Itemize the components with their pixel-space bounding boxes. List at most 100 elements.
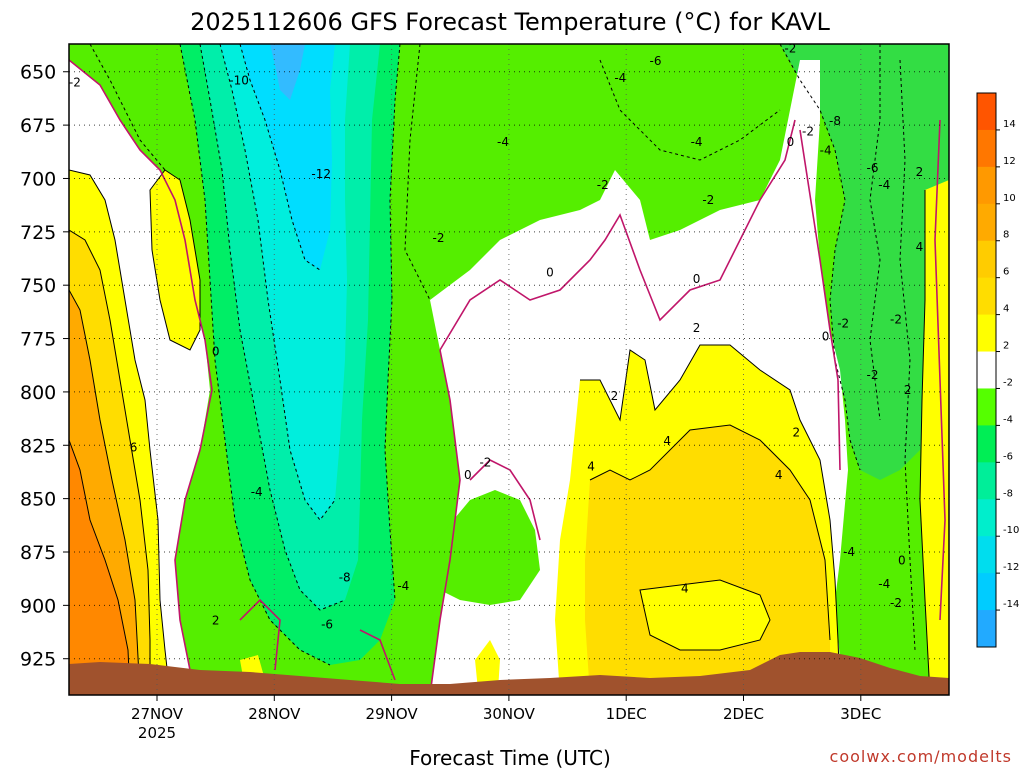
contour-label: -2 xyxy=(702,193,714,207)
colorbar-swatch xyxy=(977,499,996,537)
contour-label: -2 xyxy=(802,125,814,139)
colorbar-label: -2 xyxy=(1003,377,1013,388)
positive-contours xyxy=(69,169,931,695)
colorbar-label: -4 xyxy=(1003,414,1013,425)
contour-label: -4 xyxy=(397,579,409,593)
colorbar: 14 12 10 8 6 4 2 -2 -4 -6 -8 -10 -12 -14 xyxy=(976,92,1019,648)
contour-label: 6 xyxy=(130,440,138,454)
colorbar-swatch xyxy=(977,388,996,426)
contour-label: 4 xyxy=(681,581,689,595)
field-plus2-right xyxy=(920,180,949,695)
contour-label: 4 xyxy=(587,460,595,474)
contour-label: 0 xyxy=(822,329,830,343)
contour-label: -12 xyxy=(311,167,331,181)
contour-label: -2 xyxy=(890,312,902,326)
colorbar-label: 10 xyxy=(1003,193,1016,204)
contour-label: 0 xyxy=(212,344,220,358)
y-tick-label: 675 xyxy=(20,115,56,137)
contour-label: -4 xyxy=(820,144,832,158)
colorbar-label: -12 xyxy=(1003,562,1019,573)
x-axis-label: Forecast Time (UTC) xyxy=(409,746,611,768)
colorbar-swatch xyxy=(977,351,996,389)
contour-label: -4 xyxy=(878,577,890,591)
contour-label: 2 xyxy=(212,613,220,627)
y-tick-label: 800 xyxy=(20,382,56,404)
field-green-middle xyxy=(420,490,540,605)
colorbar-label: 2 xyxy=(1003,341,1009,352)
contour-label: 2 xyxy=(693,321,701,335)
contour-label: -6 xyxy=(321,618,333,632)
colorbar-swatch xyxy=(977,277,996,316)
contour-label: -2 xyxy=(69,75,81,89)
contour-label: -2 xyxy=(867,368,879,382)
colorbar-swatch xyxy=(977,93,996,131)
colorbar-swatch xyxy=(977,240,996,279)
contour-label: -6 xyxy=(867,161,879,175)
contour-label: -4 xyxy=(843,545,855,559)
field-plus8-left xyxy=(69,440,130,695)
field-plus2-left-lobe xyxy=(150,170,200,350)
x-tick-label: 28NOV xyxy=(248,705,301,723)
x-tick-label: 2DEC xyxy=(723,705,764,723)
colorbar-swatch xyxy=(977,425,996,463)
terrain xyxy=(69,652,949,695)
contour-label: -2 xyxy=(784,41,796,55)
contour-label: -2 xyxy=(597,178,609,192)
colorbar-swatch xyxy=(977,314,996,353)
field-plus4-middle xyxy=(585,425,830,695)
plot-area: -2 -10-12-4-4-6-2-4-8-40-2-6-4-2-2-20 024-… xyxy=(69,41,949,695)
y-axis: 650 675 700 725 750 775 800 825 850 875 900 925 xyxy=(20,62,69,671)
colorbar-swatch xyxy=(977,203,996,242)
contour-label: 4 xyxy=(916,240,924,254)
colorbar-swatch xyxy=(977,573,996,611)
y-tick-label: 925 xyxy=(20,649,56,671)
field-plus2-pocket xyxy=(640,580,770,650)
contour-label: -2 xyxy=(890,596,902,610)
contour-label: 4 xyxy=(775,468,783,482)
colorbar-label: 4 xyxy=(1003,304,1009,315)
colorbar-swatch xyxy=(977,462,996,500)
x-tick-label: 30NOV xyxy=(483,705,536,723)
credit-text: coolwx.com/modelts xyxy=(830,747,1012,766)
x-tick-label: 1DEC xyxy=(606,705,647,723)
colorbar-label: 8 xyxy=(1003,230,1009,241)
field-cold-upper-right xyxy=(780,44,949,480)
field-minus12 xyxy=(240,44,335,270)
contour-label: -4 xyxy=(878,178,890,192)
colorbar-label: -14 xyxy=(1003,599,1019,610)
y-tick-label: 875 xyxy=(20,542,56,564)
contour-label: -4 xyxy=(497,135,509,149)
contour-label: 2 xyxy=(916,165,924,179)
colorbar-border xyxy=(976,92,997,648)
colorbar-label: -10 xyxy=(1003,525,1019,536)
colorbar-swatch xyxy=(977,610,996,648)
y-tick-label: 775 xyxy=(20,329,56,351)
y-tick-label: 900 xyxy=(20,595,56,617)
x-tick-label: 29NOV xyxy=(366,705,419,723)
y-tick-label: 750 xyxy=(20,275,56,297)
contour-label: -10 xyxy=(229,73,249,87)
contour-label: 0 xyxy=(693,272,701,286)
contour-label: 2 xyxy=(792,425,800,439)
y-tick-label: 825 xyxy=(20,435,56,457)
x-tick-label: 3DEC xyxy=(840,705,881,723)
colorbar-label: 6 xyxy=(1003,267,1009,278)
contour-label: -2 xyxy=(837,317,849,331)
contour-label: 0 xyxy=(546,265,554,279)
x-axis: 27NOV 28NOV 29NOV 30NOV 1DEC 2DEC 3DEC xyxy=(131,695,881,723)
contour-label: 0 xyxy=(898,554,906,568)
field-plus2-blob xyxy=(475,640,500,690)
x-year-label: 2025 xyxy=(138,724,176,742)
x-tick-label: 27NOV xyxy=(131,705,184,723)
contour-label: 2 xyxy=(904,383,912,397)
contour-labels: -2 -10-12-4-4-6-2-4-8-40-2-6-4-2-2-20 024-… xyxy=(69,41,924,632)
gridlines xyxy=(69,44,949,695)
contour-label: 0 xyxy=(464,468,472,482)
colorbar-label: -6 xyxy=(1003,451,1013,462)
y-tick-label: 700 xyxy=(20,168,56,190)
contour-label: 4 xyxy=(663,434,671,448)
colorbar-label: -8 xyxy=(1003,488,1013,499)
colorbar-label: 12 xyxy=(1003,156,1016,167)
contour-label: -8 xyxy=(339,571,351,585)
